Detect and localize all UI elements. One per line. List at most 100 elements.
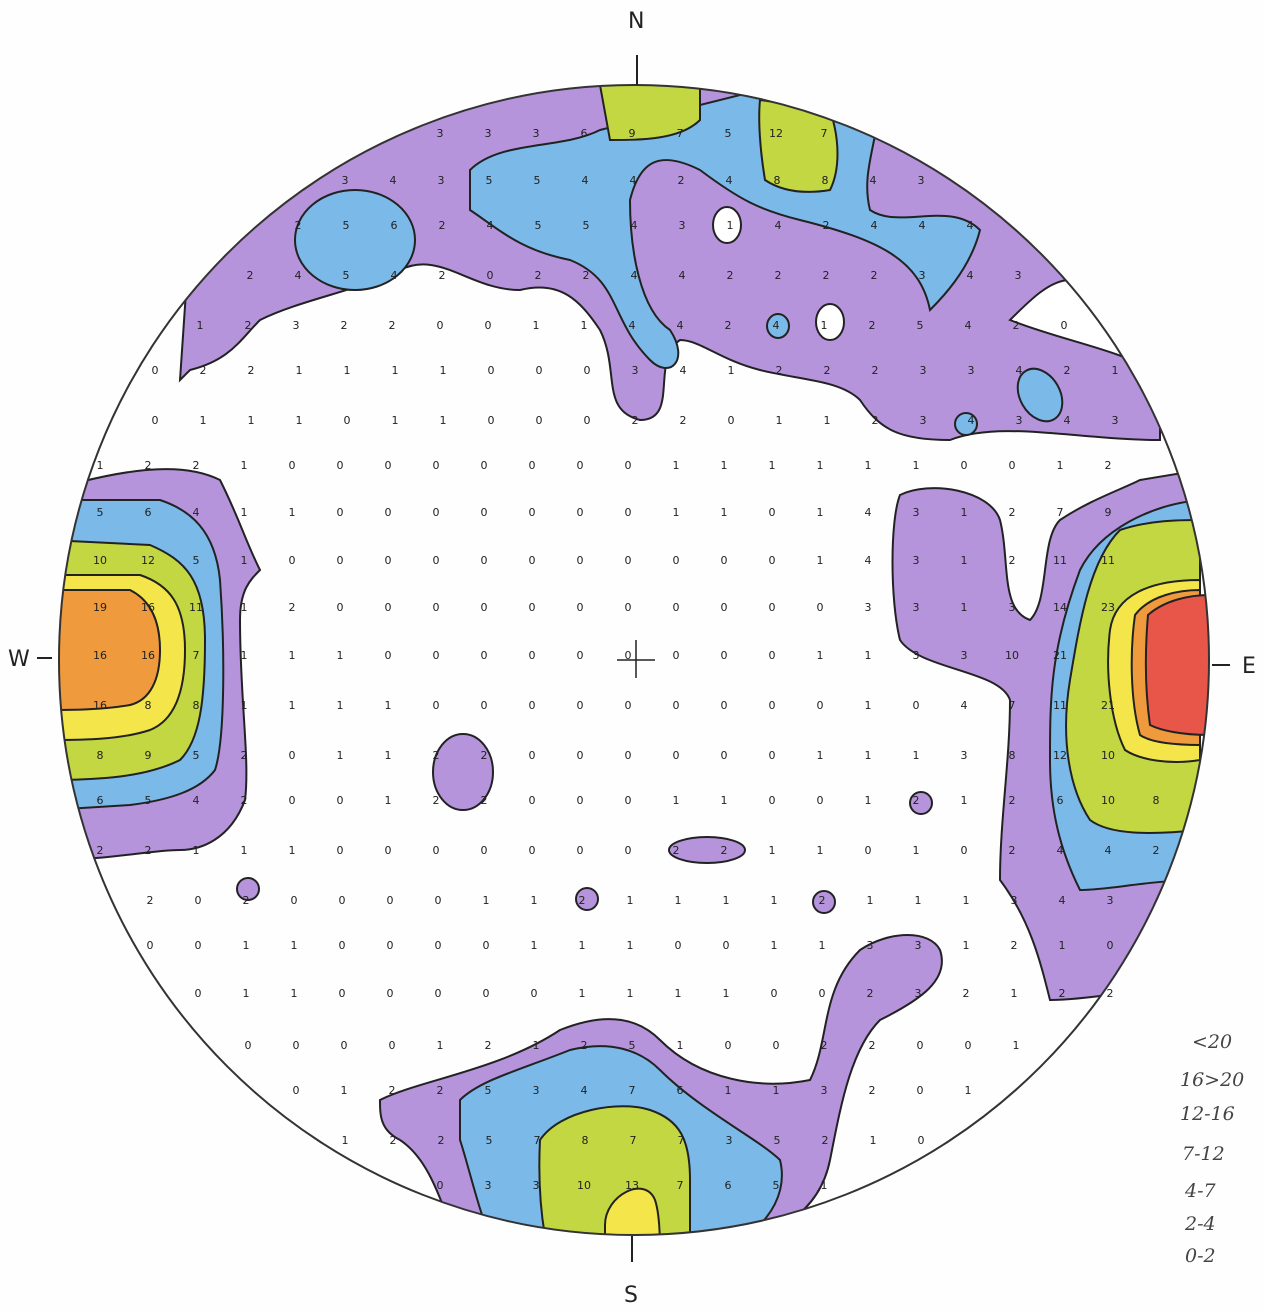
zone-7-12-north-left [598, 85, 701, 142]
count-r5-c15: 2 [872, 364, 879, 377]
count-r12-c8: 0 [481, 699, 488, 712]
count-r20-c10: 1 [773, 1084, 780, 1097]
count-r10-c20: 14 [1053, 601, 1067, 614]
count-r6-c16: 3 [920, 414, 927, 427]
count-r15-c16: 0 [865, 844, 872, 857]
count-r8-c14: 0 [769, 506, 776, 519]
zone-2-4-spot-2 [668, 836, 746, 864]
count-r6-c12: 0 [728, 414, 735, 427]
count-r19-c13: 2 [869, 1039, 876, 1052]
compass-south: S [624, 1283, 638, 1308]
count-r11-c16: 1 [865, 649, 872, 662]
count-r21-c4: 7 [534, 1134, 541, 1147]
count-r6-c17: 4 [968, 414, 975, 427]
count-r4-c7: 1 [533, 319, 540, 332]
count-r6-c2: 1 [248, 414, 255, 427]
count-r18-c2: 1 [291, 987, 298, 1000]
count-r8-c12: 1 [673, 506, 680, 519]
count-r21-c9: 5 [774, 1134, 781, 1147]
count-r16-c9: 2 [579, 894, 586, 907]
count-r9-c12: 0 [673, 554, 680, 567]
count-r8-c18: 1 [961, 506, 968, 519]
count-r11-c12: 0 [673, 649, 680, 662]
count-r3-c2: 5 [343, 269, 350, 282]
count-r12-c3: 1 [241, 699, 248, 712]
count-r17-c11: 0 [675, 939, 682, 952]
count-r5-c11: 4 [680, 364, 687, 377]
count-r9-c14: 0 [769, 554, 776, 567]
count-r18-c12: 0 [771, 987, 778, 1000]
count-r10-c2: 11 [189, 601, 203, 614]
count-r16-c14: 2 [819, 894, 826, 907]
count-r18-c6: 0 [483, 987, 490, 1000]
count-r2-c11: 2 [823, 219, 830, 232]
count-r9-c15: 1 [817, 554, 824, 567]
count-r5-c20: 1 [1112, 364, 1119, 377]
count-r11-c3: 1 [241, 649, 248, 662]
count-r20-c6: 4 [581, 1084, 588, 1097]
count-r3-c10: 2 [727, 269, 734, 282]
count-r20-c0: 0 [293, 1084, 300, 1097]
count-r2-c8: 3 [679, 219, 686, 232]
count-r2-c0: 2 [295, 219, 302, 232]
count-r6-c20: 3 [1112, 414, 1119, 427]
count-r11-c17: 3 [913, 649, 920, 662]
count-r8-c4: 1 [289, 506, 296, 519]
count-r5-c10: 3 [632, 364, 639, 377]
count-r6-c4: 0 [344, 414, 351, 427]
count-r6-c1: 1 [200, 414, 207, 427]
count-r1-c5: 4 [582, 174, 589, 187]
count-r3-c14: 3 [919, 269, 926, 282]
count-r3-c3: 4 [391, 269, 398, 282]
count-r10-c12: 0 [673, 601, 680, 614]
count-r7-c18: 0 [961, 459, 968, 472]
count-r10-c7: 0 [433, 601, 440, 614]
count-r15-c2: 1 [193, 844, 200, 857]
count-r8-c8: 0 [481, 506, 488, 519]
count-r10-c14: 0 [769, 601, 776, 614]
point-counts: 3 3 3 6 9 7 5 12 73 4 3 5 5 4 4 2 4 8 8 4 32 5 6 2 4 5 5 4 3 1 4 2 4 4 42 4… [93, 127, 1160, 1192]
count-r18-c15: 3 [915, 987, 922, 1000]
count-r11-c14: 0 [769, 649, 776, 662]
count-r6-c13: 1 [776, 414, 783, 427]
count-r20-c8: 6 [677, 1084, 684, 1097]
count-r11-c18: 3 [961, 649, 968, 662]
count-r4-c3: 2 [341, 319, 348, 332]
count-r0-c4: 9 [629, 127, 636, 140]
count-r6-c18: 3 [1016, 414, 1023, 427]
count-r18-c5: 0 [435, 987, 442, 1000]
count-r15-c8: 0 [481, 844, 488, 857]
count-r13-c1: 9 [145, 749, 152, 762]
count-r12-c12: 0 [673, 699, 680, 712]
count-r4-c9: 4 [629, 319, 636, 332]
count-r5-c4: 1 [344, 364, 351, 377]
zone-4-7-north-spot-3 [1016, 367, 1064, 423]
count-r16-c6: 0 [435, 894, 442, 907]
count-r10-c6: 0 [385, 601, 392, 614]
count-r7-c11: 0 [625, 459, 632, 472]
count-r18-c3: 0 [339, 987, 346, 1000]
legend-0-2: 0-2 [1185, 1245, 1216, 1267]
count-r18-c17: 1 [1011, 987, 1018, 1000]
count-r10-c5: 0 [337, 601, 344, 614]
count-r19-c12: 2 [821, 1039, 828, 1052]
zone-2-4-spot-6 [909, 791, 933, 815]
count-r9-c19: 2 [1009, 554, 1016, 567]
count-r2-c12: 4 [871, 219, 878, 232]
count-r3-c4: 2 [439, 269, 446, 282]
count-r2-c7: 4 [631, 219, 638, 232]
count-r20-c2: 2 [389, 1084, 396, 1097]
count-r19-c1: 0 [293, 1039, 300, 1052]
count-r12-c6: 1 [385, 699, 392, 712]
count-r3-c9: 4 [679, 269, 686, 282]
count-r0-c6: 5 [725, 127, 732, 140]
count-r16-c10: 1 [627, 894, 634, 907]
count-r2-c4: 4 [487, 219, 494, 232]
count-r7-c4: 0 [289, 459, 296, 472]
count-r4-c4: 2 [389, 319, 396, 332]
count-r18-c11: 1 [723, 987, 730, 1000]
count-r18-c19: 2 [1107, 987, 1114, 1000]
count-r6-c8: 0 [536, 414, 543, 427]
count-r13-c12: 0 [673, 749, 680, 762]
